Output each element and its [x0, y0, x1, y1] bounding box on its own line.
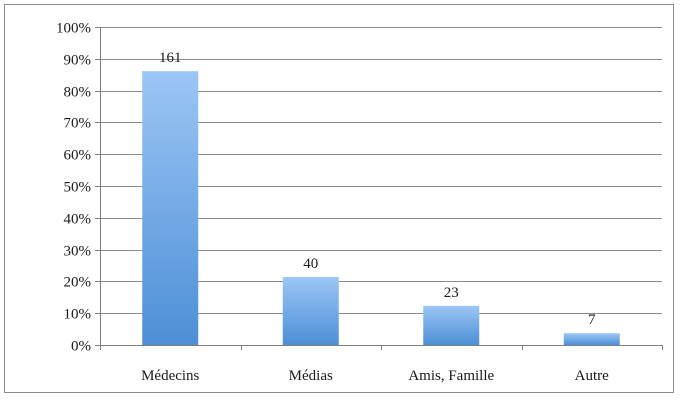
data-label: 23 [444, 285, 459, 301]
y-tick-label: 40% [64, 212, 92, 228]
bar-m-decins [142, 71, 199, 346]
data-label: 7 [588, 312, 596, 328]
x-category-label: Médias [289, 368, 333, 384]
data-label: 40 [303, 256, 318, 272]
data-label: 161 [159, 50, 182, 66]
bars [142, 71, 620, 346]
y-tick-label: 60% [64, 148, 92, 164]
x-category-label: Médecins [141, 368, 199, 384]
y-tick-label: 90% [64, 53, 92, 69]
bar-m-dias [282, 276, 339, 345]
bar-amis-famille [423, 305, 480, 345]
y-tick-label: 80% [64, 85, 92, 101]
chart-frame [4, 4, 674, 393]
y-tick-label: 50% [64, 180, 92, 196]
x-category-label: Autre [575, 368, 609, 384]
y-tick-label: 100% [56, 21, 91, 37]
y-tick-label: 70% [64, 116, 92, 132]
y-tick-label: 20% [64, 275, 92, 291]
y-tick-label: 10% [64, 307, 92, 323]
y-tick-label: 30% [64, 244, 92, 260]
axes [95, 27, 663, 350]
x-category-label: Amis, Famille [408, 368, 494, 384]
bar-autre [563, 333, 620, 345]
y-tick-label: 0% [71, 339, 91, 355]
labels: 0% 10% 20% 30% 40% 50% 60% 70% 80% 90% 100% 161 Méde… [56, 21, 609, 385]
